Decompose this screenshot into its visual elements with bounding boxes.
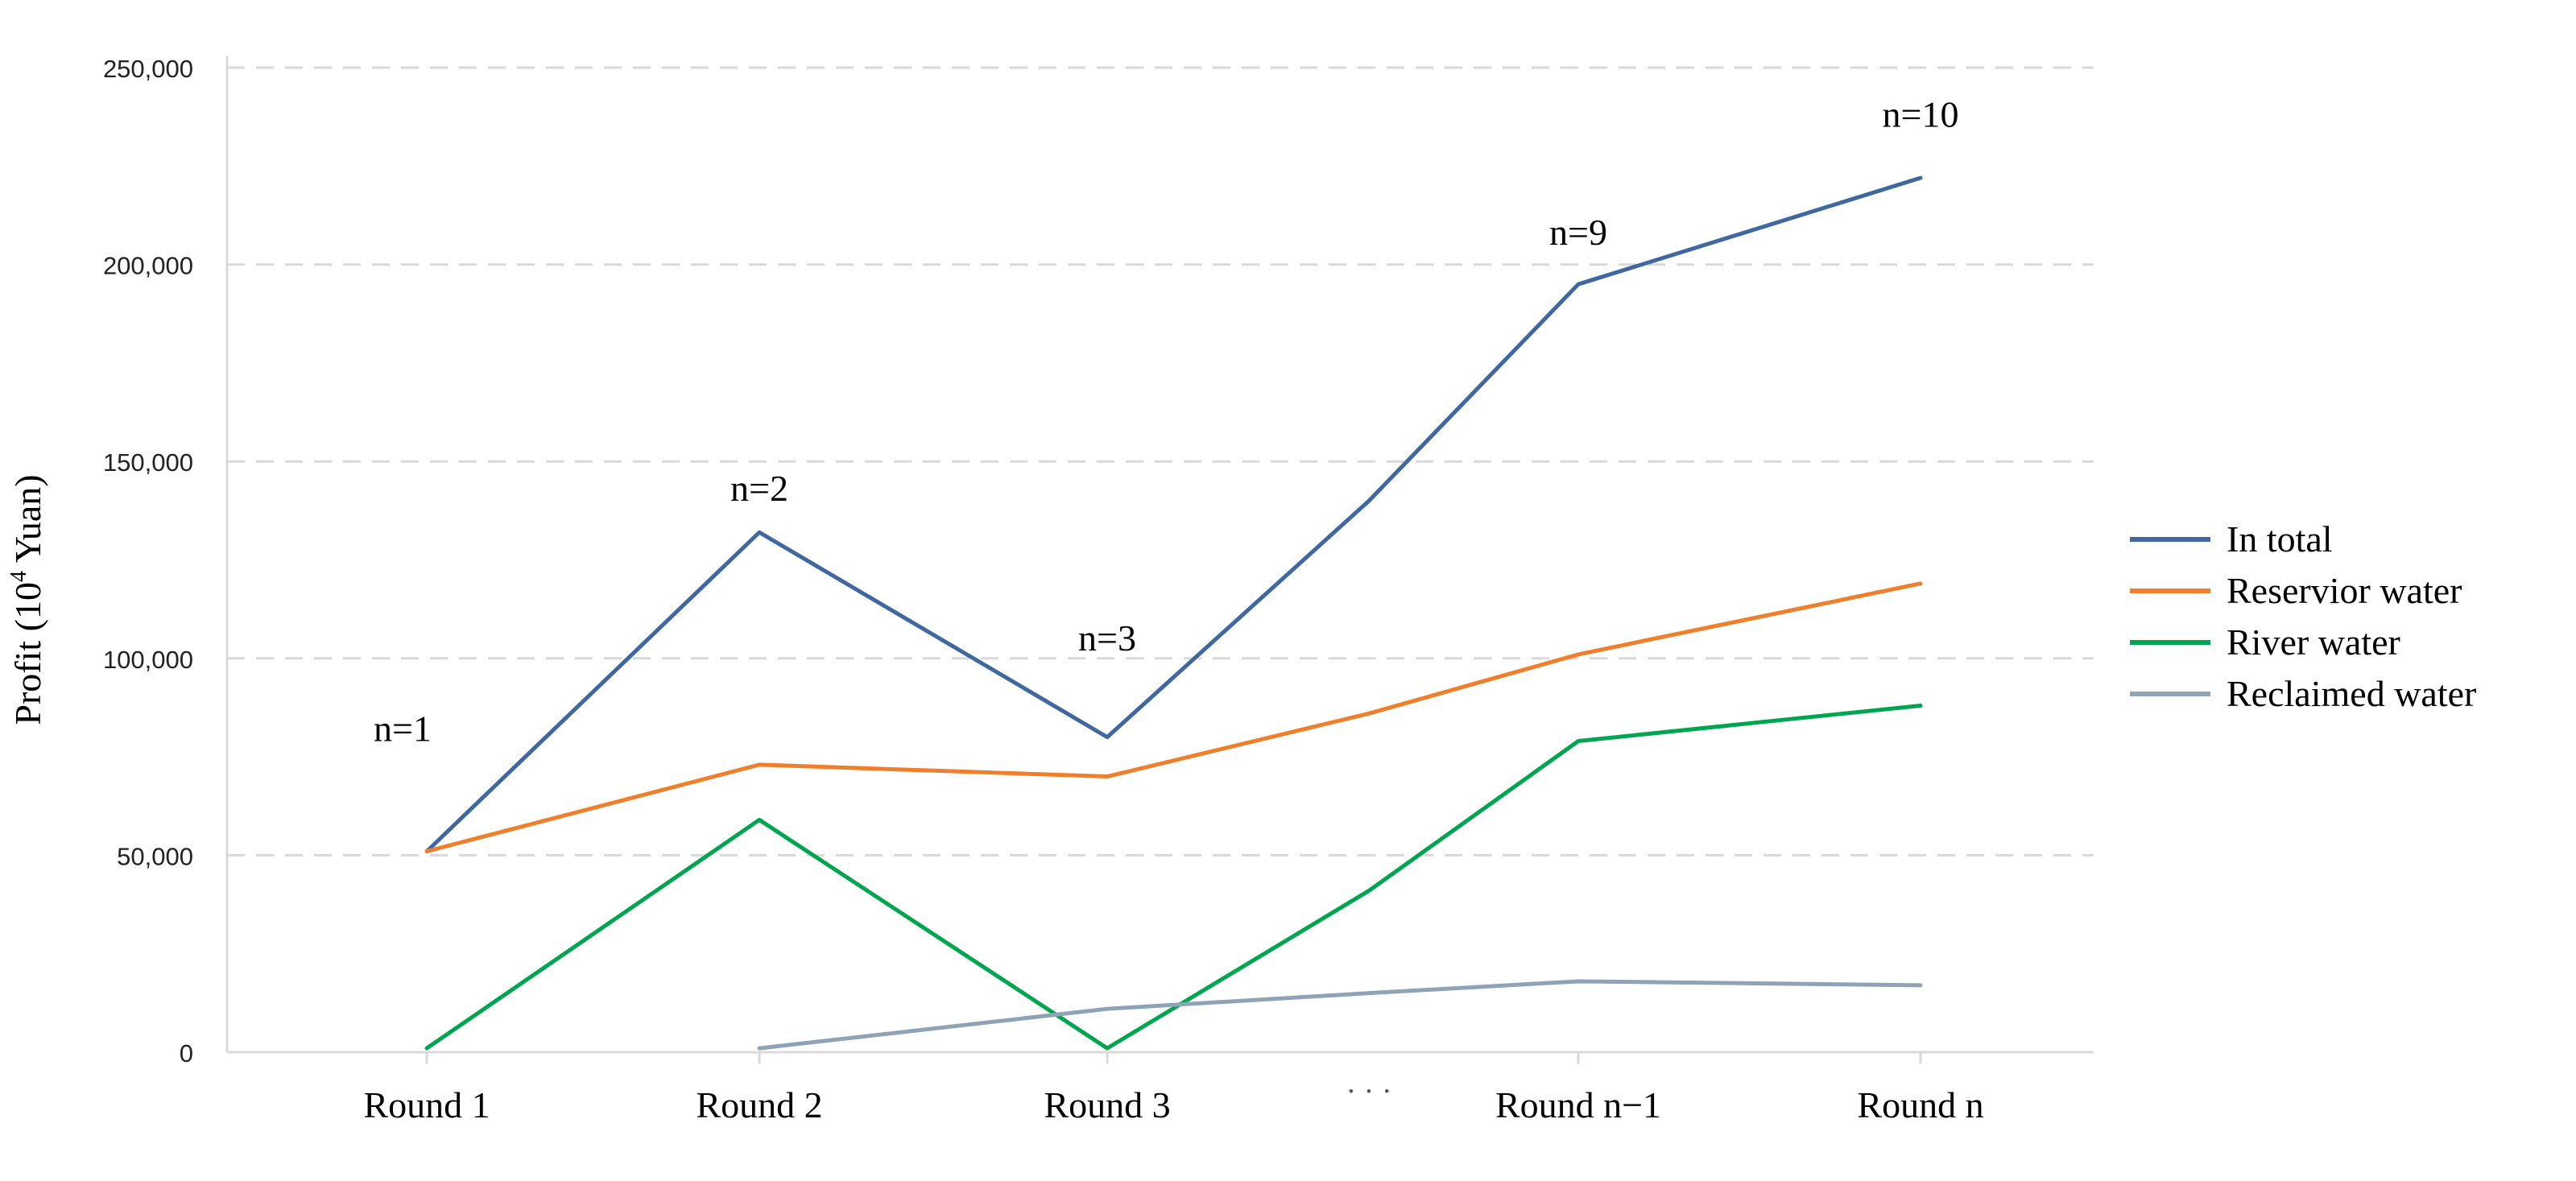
x-tick-label-4: Round n−1 xyxy=(1495,1084,1661,1125)
annotation-n-9: n=9 xyxy=(1549,212,1607,253)
legend: In total Reservior water River water Reclai… xyxy=(2130,518,2476,714)
legend-label-1: Reservior water xyxy=(2227,570,2462,611)
point-2-2 xyxy=(1106,1047,1108,1049)
x-tick-label-3: · · · xyxy=(1346,1075,1392,1109)
legend-label-2: River water xyxy=(2227,621,2400,663)
y-tick-label-2: 100,000 xyxy=(103,646,193,674)
point-3-1 xyxy=(1106,1008,1108,1010)
axes xyxy=(225,56,2094,1063)
point-0-1 xyxy=(759,531,760,533)
y-tick-label-1: 50,000 xyxy=(117,842,193,870)
point-1-2 xyxy=(1106,776,1108,778)
point-1-3 xyxy=(1368,712,1370,714)
y-tick-labels: 0 50,000 100,000 150,000 200,000 250,000 xyxy=(103,55,193,1067)
annotations: n=1 n=2 n=3 n=9 n=10 xyxy=(374,93,1958,749)
annotation-n-3: n=3 xyxy=(1078,617,1136,659)
point-2-0 xyxy=(426,1047,428,1049)
legend-label-3: Reclaimed water xyxy=(2227,673,2476,714)
series-line-reservior-water xyxy=(424,581,1923,854)
y-axis-label: Profit (104 Yuan) xyxy=(6,474,48,725)
legend-label-0: In total xyxy=(2227,518,2333,560)
point-0-4 xyxy=(1577,283,1579,285)
y-tick-label-4: 200,000 xyxy=(103,252,193,280)
series-line-in-total xyxy=(424,175,1923,854)
point-3-0 xyxy=(759,1047,760,1049)
point-1-4 xyxy=(1577,654,1579,655)
y-tick-label-0: 0 xyxy=(180,1039,193,1067)
x-tick-label-1: Round 2 xyxy=(696,1084,822,1125)
x-tick-label-5: Round n xyxy=(1857,1084,1983,1125)
point-0-3 xyxy=(1368,500,1370,502)
point-2-3 xyxy=(1368,890,1370,891)
series-line-river-water xyxy=(424,704,1923,1051)
annotation-n-1: n=1 xyxy=(374,708,432,749)
series-line-reclaimed-water xyxy=(757,979,1923,1051)
y-tick-label-5: 250,000 xyxy=(103,55,193,83)
y-tick-label-3: 150,000 xyxy=(103,448,193,477)
gridlines xyxy=(227,66,2094,857)
series-lines xyxy=(424,175,1923,1051)
x-tick-label-0: Round 1 xyxy=(363,1084,490,1125)
point-1-1 xyxy=(759,764,760,766)
annotation-n-10: n=10 xyxy=(1883,93,1959,134)
x-tick-label-2: Round 3 xyxy=(1044,1084,1170,1125)
x-tick-labels: Round 1 Round 2 Round 3 · · · Round n−1 Round… xyxy=(363,1075,1983,1125)
annotation-n-2: n=2 xyxy=(730,468,788,509)
point-1-0 xyxy=(426,851,428,853)
